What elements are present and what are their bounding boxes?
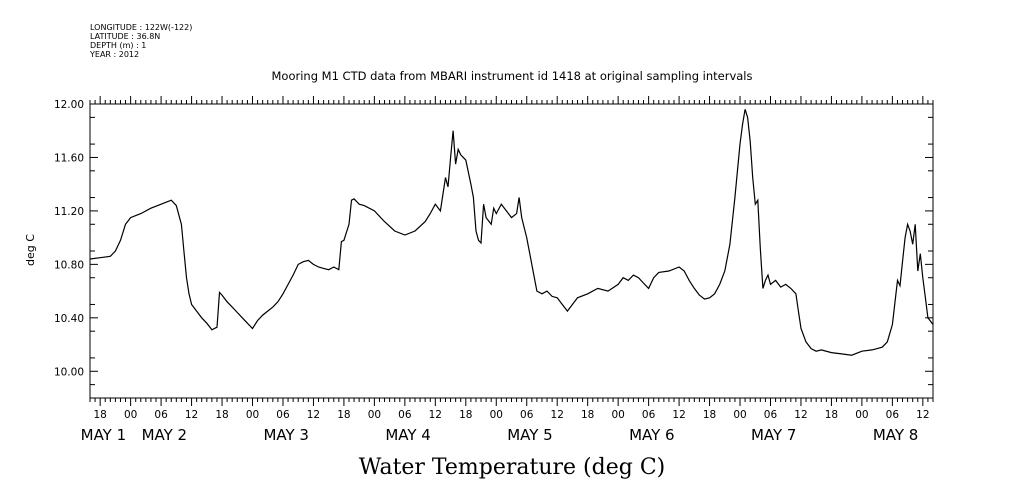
y-tick-label: 12.00 (54, 99, 84, 111)
x-hour-tick-label: 06 (398, 409, 412, 421)
x-hour-tick-label: 18 (703, 409, 716, 421)
y-tick-label: 10.00 (54, 366, 84, 378)
x-day-label: MAY 4 (385, 426, 431, 444)
x-hour-tick-label: 12 (429, 409, 442, 421)
y-tick-label: 10.80 (54, 259, 84, 271)
metadata-longitude: LONGITUDE : 122W(-122) (90, 23, 192, 32)
x-axis-label: Water Temperature (deg C) (359, 455, 666, 480)
x-hour-tick-label: 18 (581, 409, 594, 421)
series-line (89, 109, 934, 356)
x-hour-tick-label: 12 (916, 409, 929, 421)
y-tick-label: 11.60 (54, 152, 84, 164)
metadata-depth: DEPTH (m) : 1 (90, 41, 146, 50)
plot-frame (89, 103, 934, 399)
x-hour-tick-label: 00 (368, 409, 381, 421)
y-tick-label: 10.40 (54, 313, 84, 325)
x-hour-tick-label: 18 (825, 409, 838, 421)
x-hour-tick-label: 06 (764, 409, 778, 421)
y-tick-label: 11.20 (54, 206, 84, 218)
x-day-label: MAY 8 (873, 426, 919, 444)
x-day-label: MAY 6 (629, 426, 675, 444)
x-day-label: MAY 5 (507, 426, 553, 444)
x-hour-tick-label: 06 (642, 409, 656, 421)
x-hour-tick-label: 18 (93, 409, 106, 421)
x-hour-tick-label: 00 (124, 409, 137, 421)
y-axis-label: deg C (24, 234, 37, 266)
x-hour-tick-label: 12 (551, 409, 564, 421)
x-day-label: MAY 7 (751, 426, 797, 444)
metadata-year: YEAR : 2012 (89, 50, 139, 59)
x-hour-tick-label: 12 (307, 409, 320, 421)
series-layer (89, 109, 934, 356)
x-hour-tick-label: 12 (672, 409, 685, 421)
x-hour-tick-label: 06 (154, 409, 168, 421)
x-hour-tick-label: 18 (215, 409, 228, 421)
x-hour-tick-label: 00 (855, 409, 868, 421)
metadata-latitude: LATITUDE : 36.8N (90, 32, 160, 41)
x-hour-tick-label: 12 (794, 409, 807, 421)
chart-title: Mooring M1 CTD data from MBARI instrumen… (272, 69, 753, 83)
x-hour-tick-label: 06 (520, 409, 534, 421)
x-hour-tick-label: 06 (276, 409, 290, 421)
x-hour-tick-label: 00 (611, 409, 624, 421)
x-hour-tick-label: 12 (185, 409, 198, 421)
x-day-label: MAY 3 (263, 426, 309, 444)
x-hour-tick-label: 06 (886, 409, 900, 421)
metadata-block: LONGITUDE : 122W(-122) LATITUDE : 36.8N … (89, 23, 192, 59)
x-day-label: MAY 2 (142, 426, 188, 444)
x-hour-tick-label: 00 (246, 409, 259, 421)
x-hour-tick-label: 18 (459, 409, 472, 421)
x-hour-tick-label: 00 (733, 409, 746, 421)
x-hour-tick-label: 00 (490, 409, 503, 421)
axes: 10.00 10.40 10.80 11.20 11.60 12.00 18 00 06 12 18… (54, 96, 934, 444)
x-day-label: MAY 1 (81, 426, 127, 444)
x-hour-tick-label: 18 (337, 409, 350, 421)
